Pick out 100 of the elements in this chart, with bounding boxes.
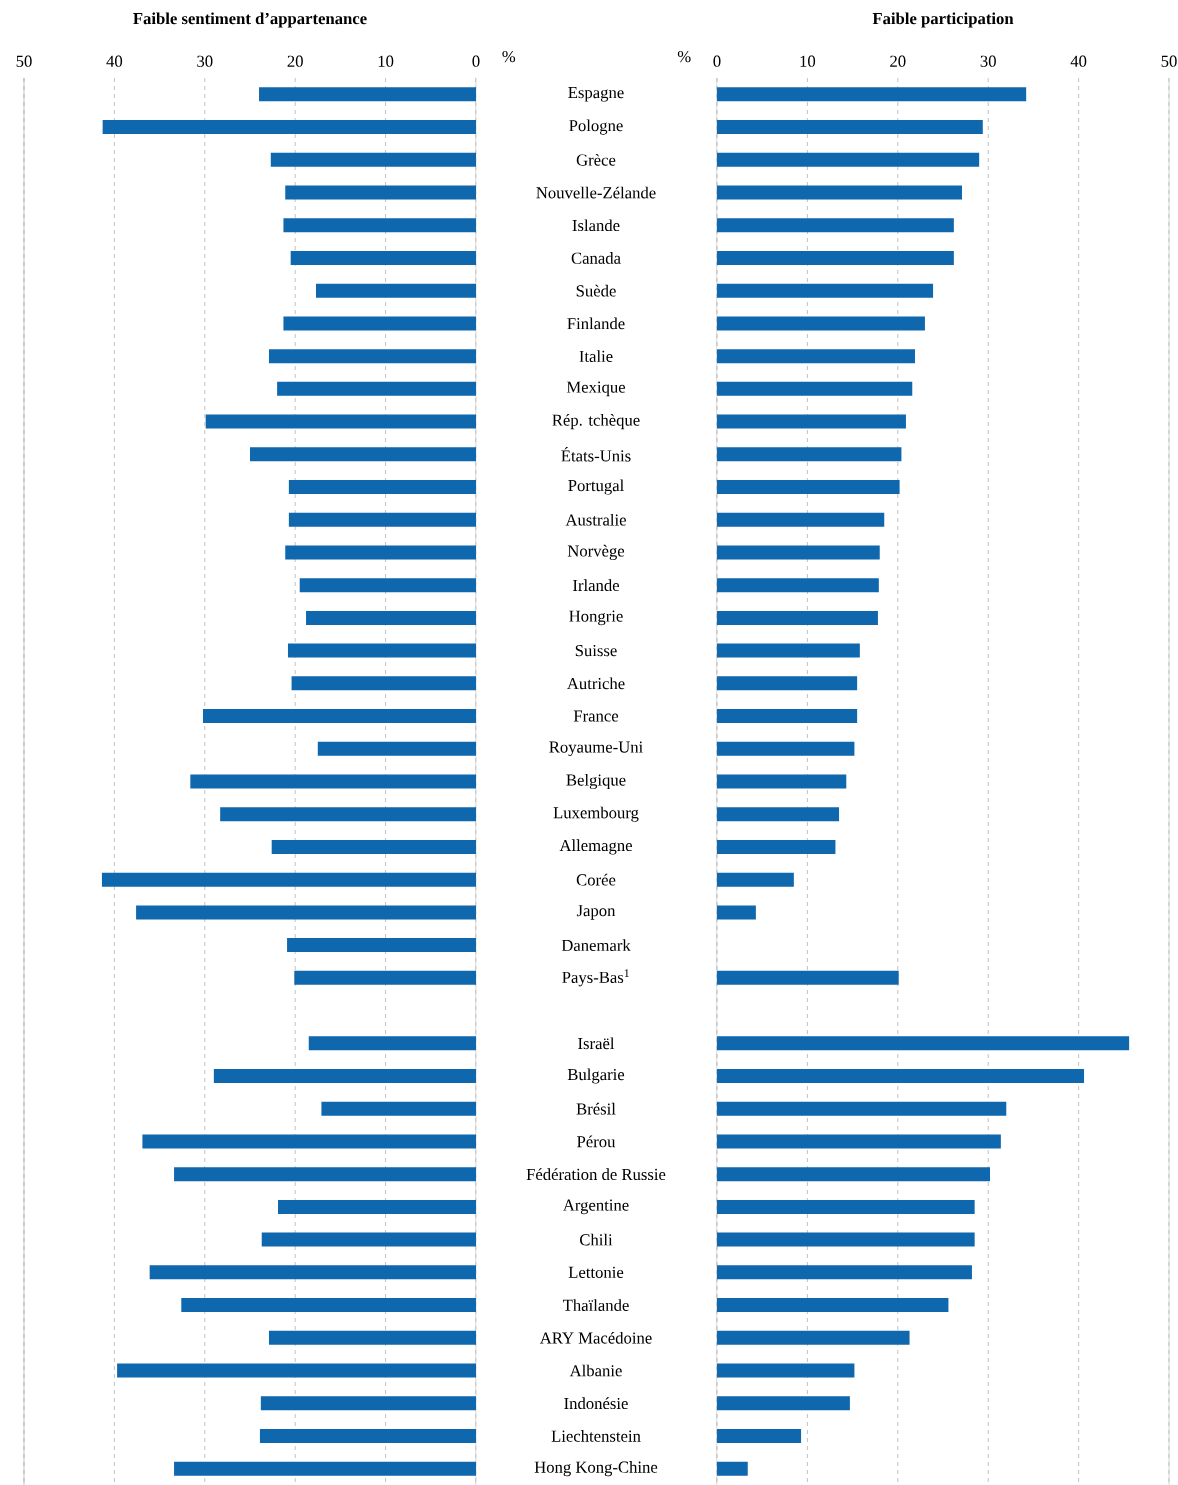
bar (278, 1199, 476, 1214)
bar (717, 807, 840, 822)
y-tick-label: Fédération de Russie (526, 1168, 666, 1181)
x-tick-label: 30 (197, 55, 213, 67)
y-tick-label: Indonésie (564, 1397, 628, 1410)
bar (174, 1461, 476, 1476)
bar (717, 1396, 850, 1411)
bar (717, 1199, 975, 1214)
bar (259, 1428, 476, 1443)
y-tick-label: Australie (565, 513, 626, 526)
y-tick-label: France (573, 710, 619, 722)
bar (317, 741, 476, 756)
y-tick-label: Norvège (567, 544, 625, 561)
y-tick-label: États-Unis (561, 447, 631, 462)
bar (291, 676, 476, 691)
bar (717, 872, 794, 887)
bar (220, 807, 476, 822)
y-tick-label: Nouvelle-Zélande (536, 186, 656, 199)
bar (213, 1069, 476, 1083)
bar (717, 741, 855, 756)
y-tick-label: ARY Macédoine (539, 1331, 652, 1344)
bar (287, 938, 476, 953)
bar (250, 447, 476, 462)
y-tick-label: Bulgarie (567, 1068, 625, 1084)
y-tick-label: Hongrie (569, 610, 623, 626)
bar (287, 643, 476, 658)
bar (717, 1298, 949, 1313)
bar (717, 970, 899, 985)
y-tick-label: Rép. tchèque (552, 414, 640, 430)
y-tick-label: Islande (572, 219, 620, 232)
y-tick-label: Israël (578, 1037, 615, 1050)
bar (717, 1101, 1007, 1116)
x-tick-label: 10 (378, 55, 394, 67)
bar (315, 283, 476, 298)
bar (717, 381, 913, 396)
y-tick-label: Argentine (562, 1199, 629, 1215)
y-tick-label: Hong Kong-Chine (534, 1461, 658, 1477)
y-tick-label: Belgique (566, 773, 626, 790)
x-tick-label: 20 (287, 55, 303, 67)
y-tick-label: Autriche (567, 677, 625, 690)
y-tick-label: Albanie (569, 1364, 622, 1377)
bar (277, 381, 476, 396)
bar (306, 610, 476, 625)
bar (261, 1232, 476, 1247)
y-tick-label: Pologne (569, 119, 623, 135)
bar (202, 709, 476, 724)
bar (205, 414, 476, 429)
y-tick-label: Thaïlande (562, 1299, 629, 1311)
y-tick-label: Japon (576, 905, 616, 920)
bar (102, 120, 476, 135)
bar (717, 1167, 991, 1182)
bar (717, 839, 836, 854)
bar (270, 152, 476, 167)
y-tick-label: Suède (576, 284, 616, 297)
y-tick-label: Royaume-Uni (549, 741, 643, 757)
x-tick-label: 50 (1161, 55, 1177, 67)
bar (260, 1396, 476, 1411)
y-tick-label: Pérou (577, 1135, 616, 1148)
bar (717, 152, 980, 167)
bar (283, 218, 476, 233)
bar (717, 774, 847, 789)
bar (268, 349, 476, 364)
bar (717, 447, 902, 462)
bar (717, 512, 885, 527)
bar (717, 1036, 1130, 1051)
bar (181, 1298, 476, 1313)
y-tick-label: Italie (579, 350, 613, 362)
x-axis-title: % (502, 50, 516, 63)
x-tick-label: 0 (713, 55, 721, 67)
bar (259, 87, 476, 102)
bar (174, 1167, 476, 1182)
y-tick-label: Luxembourg (553, 806, 639, 822)
y-tick-label: Suisse (575, 645, 617, 657)
bar (717, 1265, 972, 1280)
bar (717, 1134, 1001, 1149)
y-tick-label: Liechtenstein (551, 1430, 641, 1442)
bar (285, 545, 476, 560)
x-tick-label: 40 (1070, 55, 1087, 67)
x-tick-label: 30 (980, 55, 996, 67)
bar (142, 1134, 476, 1149)
y-tick-label: Espagne (568, 87, 624, 102)
chart-title: Faible sentiment d’appartenance (133, 12, 367, 28)
bar (717, 1069, 1085, 1083)
y-tick-label: Mexique (566, 381, 626, 397)
bar (717, 1428, 802, 1443)
bar (717, 480, 900, 495)
bar (717, 610, 878, 625)
bar (190, 774, 476, 789)
bar (717, 709, 858, 724)
bar (285, 185, 476, 200)
y-tick-label: Chili (580, 1233, 613, 1246)
bar (101, 872, 476, 887)
bar (717, 1330, 910, 1345)
bar (717, 905, 756, 920)
bar (288, 480, 476, 495)
bar (717, 643, 860, 658)
x-tick-label: 10 (800, 55, 816, 67)
bar (717, 414, 906, 429)
bar (294, 970, 476, 985)
bar (283, 316, 476, 331)
